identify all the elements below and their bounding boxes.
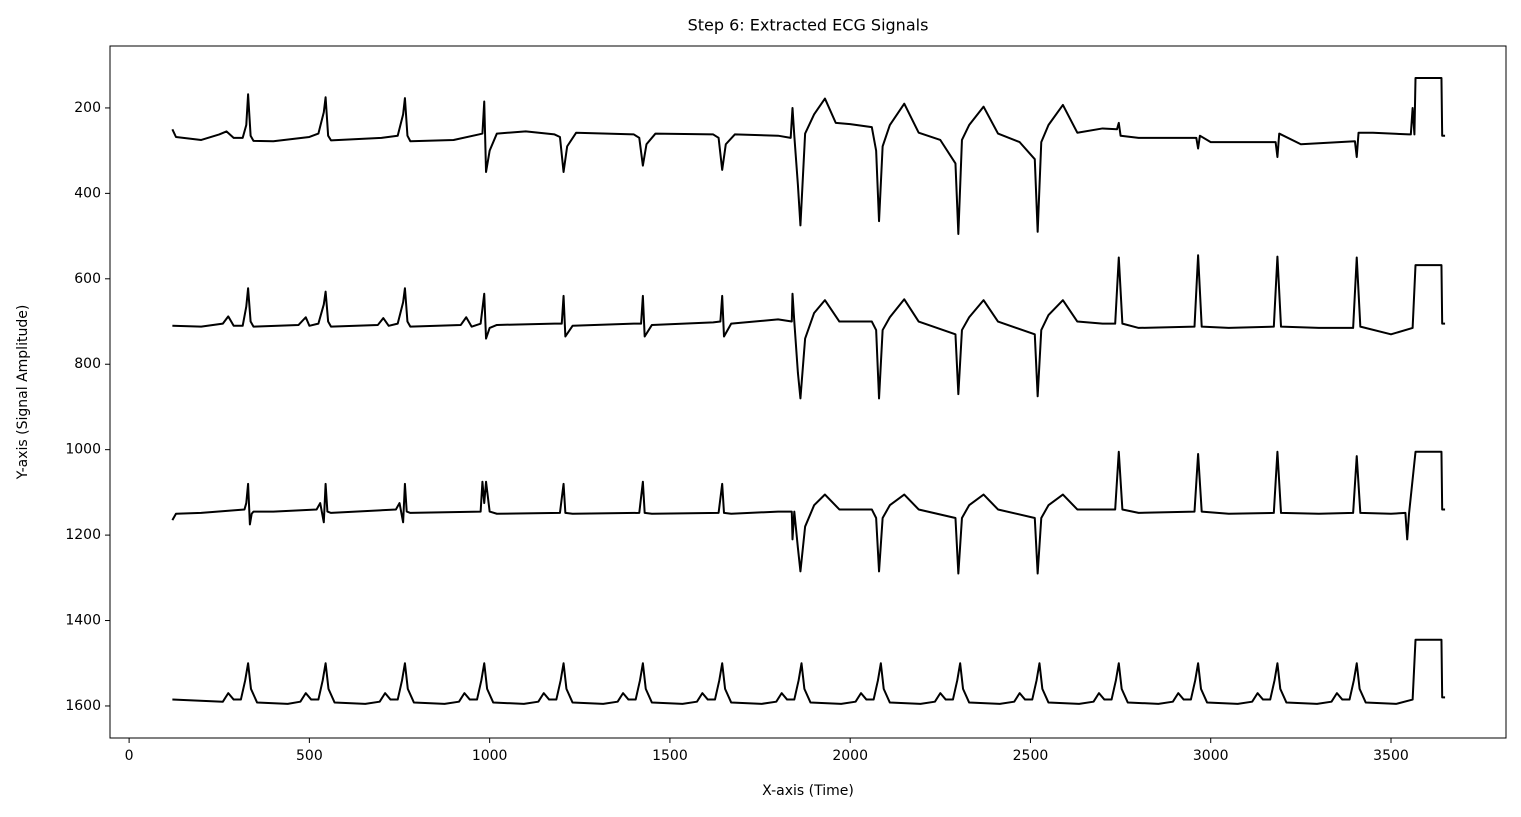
y-tick-label: 400 [74,185,101,201]
ecg-line [171,450,1446,575]
x-tick-label: 1000 [472,748,508,764]
y-tick-label: 600 [74,271,101,287]
y-tick-label: 200 [74,100,101,116]
x-tick-label: 0 [125,748,134,764]
plot-frame [109,45,1507,739]
y-tick-label: 1000 [65,442,101,458]
y-tick-label: 1600 [65,698,101,714]
x-tick-label: 3500 [1373,748,1409,764]
y-tick-label: 1200 [65,527,101,543]
ecg-line [171,77,1446,235]
y-axis-label: Y-axis (Signal Amplitude) [15,305,31,481]
x-tick-label: 2500 [1013,748,1049,764]
x-tick-label: 1500 [652,748,688,764]
x-tick-label: 500 [296,748,323,764]
ecg-line [172,254,1446,400]
chart-title: Step 6: Extracted ECG Signals [688,16,929,35]
x-axis-label: X-axis (Time) [762,783,854,799]
x-tick-label: 2000 [832,748,868,764]
x-tick-label: 3000 [1193,748,1229,764]
y-tick-label: 800 [74,356,101,372]
ecg-line [172,638,1446,705]
y-tick-label: 1400 [65,613,101,629]
